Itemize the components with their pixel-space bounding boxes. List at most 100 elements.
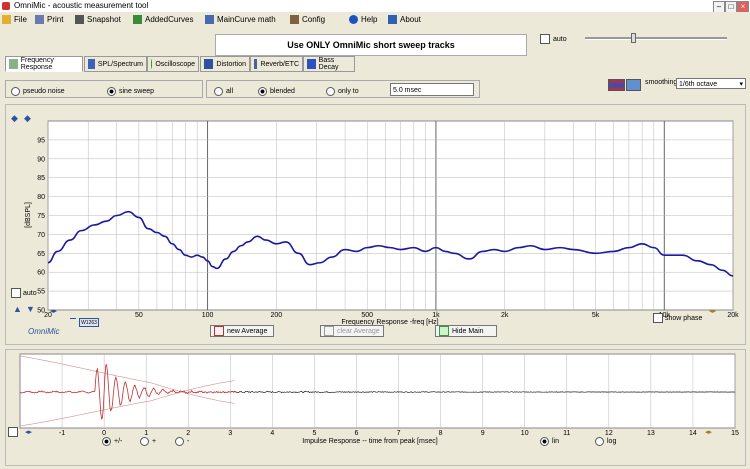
ir-check[interactable] [8,427,18,437]
scroll-up-icon[interactable]: ▲ [13,304,22,314]
fr-y-tick-label: 90 [37,156,45,163]
polarity-both-radio[interactable] [102,437,111,446]
camera-icon [75,15,84,24]
fr-x-tick-label: 500 [361,312,373,319]
folder-icon [2,15,11,24]
tab-reverb-etc[interactable]: Reverb/ETC [250,56,303,72]
ir-left-nav-icon[interactable]: ◂▸ [25,429,33,436]
polarity-minus-radio[interactable] [175,437,184,446]
ir-x-tick-label: 0 [102,430,106,437]
distortion-icon [204,59,214,69]
ir-x-tick-label: 6 [355,430,359,437]
help-icon [349,15,358,24]
polarity-plus-option[interactable]: + [140,437,156,446]
tab-spl-spectrum[interactable]: SPL/Spectrum [84,56,147,72]
ir-grid [61,354,736,428]
smoothing-select[interactable]: 1/6th octave ▾ [676,78,746,89]
ir-x-tick-label: 1 [144,430,148,437]
color-curves-icon[interactable] [608,79,625,91]
polarity-plus-radio[interactable] [140,437,149,446]
ir-x-tick-label: 4 [270,430,274,437]
fr-right-nav-icon[interactable]: ◂▸ [709,308,717,315]
overlay-icon[interactable] [626,79,641,91]
fr-y-tick-label: 60 [37,270,45,277]
ir-x-tick-label: 13 [647,430,655,437]
tab-bass-decay[interactable]: Bass Decay [303,56,355,72]
level-slider-thumb[interactable] [631,33,636,43]
polarity-minus-option[interactable]: - [175,437,189,446]
fr-x-tick-label: 2k [501,312,509,319]
fr-left-nav-icon[interactable]: ◂▸ [50,308,58,315]
menu-snapshot[interactable]: Snapshot [75,12,121,27]
auto-level-checkbox[interactable] [540,34,550,44]
ir-lin-option[interactable]: lin [540,437,559,446]
window-all-option[interactable]: all [214,87,233,96]
menu-maincurve-math[interactable]: MainCurve math [205,12,276,27]
serial-badge[interactable]: W1263 [79,318,99,327]
ir-checkbox[interactable] [8,427,18,437]
tab-frequency-response[interactable]: Frequency Response [5,56,83,72]
ir-lin-radio[interactable] [540,437,549,446]
legend-line [70,318,76,319]
new-average-button[interactable]: new Average [210,325,274,337]
menu-config[interactable]: Config [290,12,325,27]
sine-sweep-radio[interactable] [107,87,116,96]
ir-x-tick-label: 5 [312,430,316,437]
menu-help[interactable]: Help [349,12,377,27]
menu-added-curves[interactable]: AddedCurves [133,12,193,27]
fr-auto-toggle[interactable]: auto [11,288,37,298]
menu-about[interactable]: About [388,12,421,27]
scroll-down-icon[interactable]: ▼ [26,304,35,314]
window-title: OmniMic - acoustic measurement tool [14,1,149,10]
menu-file[interactable]: File [2,12,27,27]
fr-y-tick-label: 65 [37,251,45,258]
hide-main-button[interactable]: Hide Main [435,325,497,337]
level-slider-track[interactable] [585,37,727,40]
clear-icon [324,326,334,336]
fr-y-tick-label: 85 [37,175,45,182]
ir-x-tick-label: 7 [397,430,401,437]
window-all-radio[interactable] [214,87,223,96]
auto-level-toggle[interactable]: auto [540,34,567,44]
menu-print[interactable]: Print [35,12,63,27]
sine-sweep-option[interactable]: sine sweep [107,87,154,96]
ir-x-tick-label: -1 [59,430,65,437]
ir-window-envelope-lower [19,380,235,427]
hide-icon [439,326,449,336]
ir-log-radio[interactable] [595,437,604,446]
fr-x-tick-label: 10k [659,312,671,319]
ir-right-nav-icon[interactable]: ◂▸ [705,429,713,436]
show-phase-checkbox[interactable] [653,313,663,323]
show-phase-toggle[interactable]: show phase [653,313,702,323]
window-group [206,80,480,98]
tab-distortion[interactable]: Distortion [200,56,250,72]
fr-x-tick-label: 5k [592,312,600,319]
ir-x-axis-label: Impulse Response -- time from peak [msec… [302,438,437,445]
zoom-in-icon[interactable]: ◆ [11,113,18,123]
ir-tick-labels: -1 0 1 2 3 4 5 6 7 8 9 10 11 12 13 14 15 [59,430,739,437]
ir-log-option[interactable]: log [595,437,616,446]
window-only-to-option[interactable]: only to [326,87,359,96]
pseudo-noise-option[interactable]: pseudo noise [11,87,65,96]
ir-window-envelope-upper [19,355,235,404]
fr-y-tick-label: 55 [37,289,45,296]
tab-oscilloscope[interactable]: Oscilloscope [147,56,199,72]
fr-x-axis-label: Frequency Response -freq [Hz] [341,319,438,326]
window-blended-radio[interactable] [258,87,267,96]
polarity-both-option[interactable]: +/- [102,437,122,446]
zoom-out-icon[interactable]: ◆ [24,113,31,123]
clear-average-button[interactable]: clear Average [320,325,384,337]
fr-x-tick-label: 100 [202,312,214,319]
msec-input[interactable]: 5.0 msec [390,83,474,96]
smoothing-value: 1/6th octave [679,81,718,88]
window-only-to-radio[interactable] [326,87,335,96]
pseudo-noise-radio[interactable] [11,87,20,96]
fr-x-tick-label: 20k [727,312,739,319]
tools-icon [290,15,299,24]
window-blended-option[interactable]: blended [258,87,295,96]
fr-auto-checkbox[interactable] [11,288,21,298]
fr-grid [47,121,734,310]
spectrum-icon [88,59,95,69]
fr-x-tick-label: 200 [270,312,282,319]
app-icon [2,2,10,10]
